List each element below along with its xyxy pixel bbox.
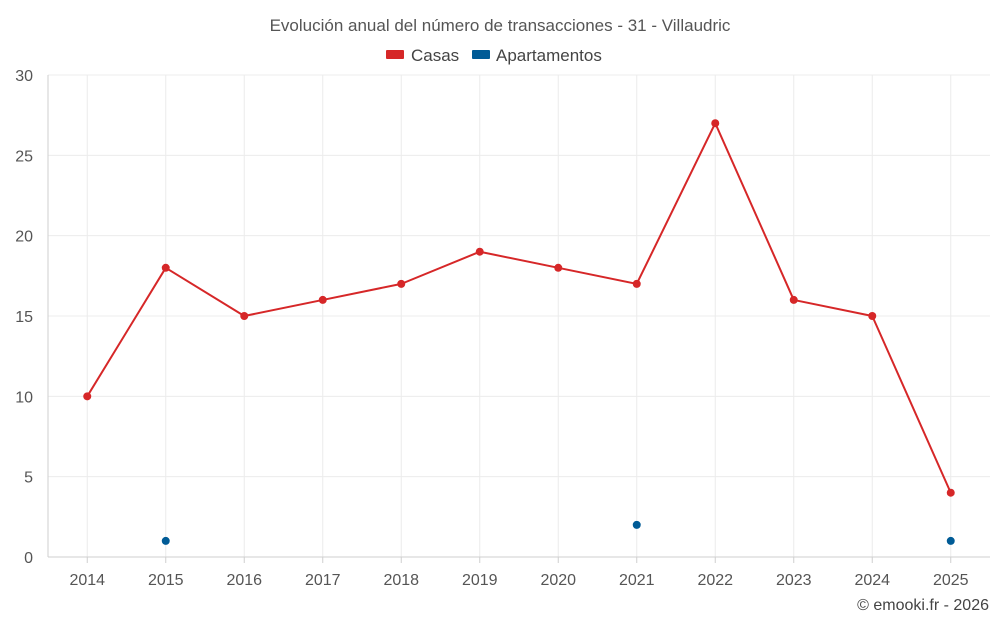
y-tick-label: 10 — [15, 389, 33, 406]
x-tick-label: 2020 — [540, 572, 576, 589]
legend: Casas Apartamentos — [386, 46, 602, 65]
series — [83, 119, 955, 545]
x-tick-label: 2021 — [619, 572, 655, 589]
data-point-casas[interactable] — [397, 279, 406, 288]
data-point-apartamentos[interactable] — [161, 536, 170, 545]
credit-text: © emooki.fr - 2026 — [857, 597, 989, 614]
data-point-casas[interactable] — [789, 295, 798, 304]
legend-label-apartamentos[interactable]: Apartamentos — [496, 46, 602, 65]
legend-label-casas[interactable]: Casas — [411, 46, 459, 65]
data-point-casas[interactable] — [475, 247, 484, 256]
x-tick-label: 2016 — [226, 572, 262, 589]
data-point-casas[interactable] — [240, 312, 249, 320]
x-tick-label: 2022 — [697, 572, 733, 589]
x-tick-label: 2025 — [933, 572, 969, 589]
x-tick-label: 2019 — [462, 572, 498, 589]
x-tick-label: 2017 — [305, 572, 341, 589]
y-tick-label: 20 — [15, 229, 33, 246]
legend-swatch-apartamentos[interactable] — [472, 50, 490, 59]
data-point-casas[interactable] — [946, 488, 955, 497]
y-tick-label: 15 — [15, 309, 33, 326]
legend-swatch-casas[interactable] — [386, 50, 404, 59]
data-point-casas[interactable] — [83, 392, 92, 401]
series-line-casas — [86, 122, 952, 494]
x-tick-label: 2014 — [69, 572, 105, 589]
data-point-apartamentos[interactable] — [946, 536, 955, 545]
data-point-casas[interactable] — [632, 279, 641, 288]
x-tick-label: 2023 — [776, 572, 812, 589]
y-tick-label: 25 — [15, 148, 33, 165]
x-tick-label: 2018 — [383, 572, 419, 589]
grid — [48, 74, 990, 557]
data-point-casas[interactable] — [554, 263, 563, 272]
y-tick-label: 5 — [24, 470, 33, 487]
y-tick-label: 0 — [24, 550, 33, 567]
data-point-casas[interactable] — [711, 119, 720, 128]
data-point-casas[interactable] — [161, 263, 170, 272]
data-point-casas[interactable] — [868, 312, 877, 320]
data-point-apartamentos[interactable] — [632, 520, 641, 529]
y-tick-label: 30 — [15, 68, 33, 85]
chart-title: Evolución anual del número de transaccio… — [270, 16, 731, 35]
x-tick-label: 2024 — [854, 572, 890, 589]
x-tick-label: 2015 — [148, 572, 184, 589]
data-point-casas[interactable] — [318, 295, 327, 304]
